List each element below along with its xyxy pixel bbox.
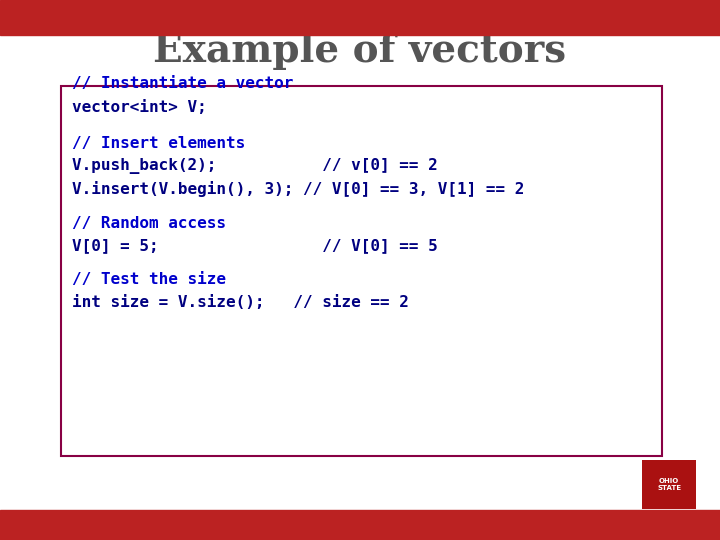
Text: Example of vectors: Example of vectors (153, 32, 567, 70)
FancyBboxPatch shape (642, 460, 696, 509)
Text: vector<int> V;: vector<int> V; (72, 100, 207, 116)
Bar (0, 510, 720, 540)
Text: 2021/2/24: 2021/2/24 (161, 518, 221, 531)
Text: // Instantiate a vector: // Instantiate a vector (72, 76, 293, 91)
Text: int size = V.size();   // size == 2: int size = V.size(); // size == 2 (72, 295, 409, 310)
Text: // Insert elements: // Insert elements (72, 136, 246, 151)
Text: V[0] = 5;                 // V[0] == 5: V[0] = 5; // V[0] == 5 (72, 238, 438, 253)
Text: // Test the size: // Test the size (72, 272, 226, 287)
Text: V.push_back(2);           // v[0] == 2: V.push_back(2); // v[0] == 2 (72, 158, 438, 174)
FancyBboxPatch shape (61, 86, 662, 456)
Text: V.insert(V.begin(), 3); // V[0] == 3, V[1] == 2: V.insert(V.begin(), 3); // V[0] == 3, V[… (72, 181, 524, 197)
Text: Copyright 2006, The Ohio State University: Copyright 2006, The Ohio State Universit… (282, 518, 532, 531)
Text: // Random access: // Random access (72, 215, 226, 231)
Text: OHIO
STATE: OHIO STATE (657, 478, 681, 491)
Bar (0, 0, 720, 35)
